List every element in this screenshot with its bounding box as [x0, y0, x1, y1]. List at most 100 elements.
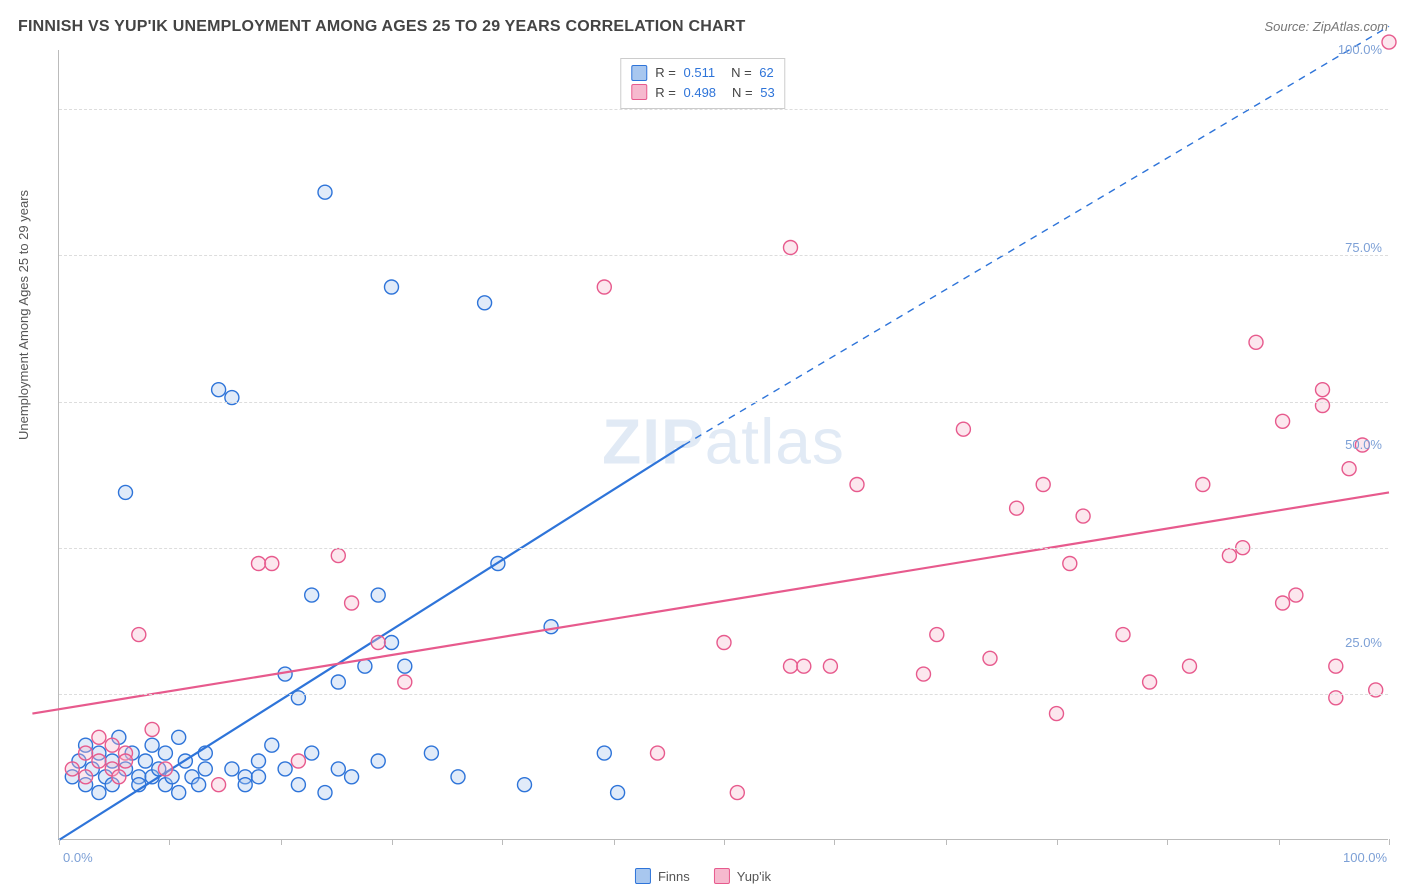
scatter-svg — [59, 50, 1388, 839]
legend-correlation-row: R = 0.511 N = 62 — [631, 63, 774, 83]
data-point — [1116, 628, 1130, 642]
data-point — [172, 786, 186, 800]
legend-swatch — [635, 868, 651, 884]
source-label: Source: ZipAtlas.com — [1264, 19, 1388, 34]
data-point — [198, 762, 212, 776]
legend-series-item: Yup'ik — [714, 868, 771, 884]
data-point — [212, 383, 226, 397]
legend-correlation-row: R = 0.498 N = 53 — [631, 83, 774, 103]
data-point — [797, 659, 811, 673]
gridline — [59, 694, 1388, 695]
data-point — [252, 770, 266, 784]
data-point — [850, 478, 864, 492]
data-point — [145, 738, 159, 752]
legend-n: N = 53 — [732, 83, 775, 103]
data-point — [92, 730, 106, 744]
data-point — [265, 738, 279, 752]
data-point — [172, 730, 186, 744]
gridline — [59, 109, 1388, 110]
data-point — [1050, 707, 1064, 721]
data-point — [138, 754, 152, 768]
x-tick — [946, 839, 947, 845]
gridline — [59, 402, 1388, 403]
legend-swatch — [631, 84, 647, 100]
data-point — [112, 770, 126, 784]
data-point — [371, 588, 385, 602]
data-point — [265, 557, 279, 571]
data-point — [225, 762, 239, 776]
gridline — [59, 255, 1388, 256]
data-point — [385, 636, 399, 650]
data-point — [518, 778, 532, 792]
chart-title: FINNISH VS YUP'IK UNEMPLOYMENT AMONG AGE… — [18, 18, 745, 36]
data-point — [238, 778, 252, 792]
x-tick-label: 100.0% — [1343, 850, 1387, 865]
legend-r: R = 0.498 — [655, 83, 716, 103]
x-tick — [281, 839, 282, 845]
data-point — [291, 754, 305, 768]
data-point — [1316, 383, 1330, 397]
data-point — [1183, 659, 1197, 673]
trend-line-extrapolated — [684, 26, 1389, 445]
data-point — [1289, 588, 1303, 602]
legend-n: N = 62 — [731, 63, 774, 83]
data-point — [823, 659, 837, 673]
data-point — [345, 596, 359, 610]
data-point — [192, 778, 206, 792]
data-point — [371, 636, 385, 650]
data-point — [119, 485, 133, 499]
y-tick-label: 75.0% — [1322, 240, 1382, 255]
data-point — [730, 786, 744, 800]
x-tick — [1279, 839, 1280, 845]
series-legend: Finns Yup'ik — [635, 868, 771, 884]
data-point — [1010, 501, 1024, 515]
x-tick — [392, 839, 393, 845]
legend-series-label: Yup'ik — [737, 869, 771, 884]
data-point — [1196, 478, 1210, 492]
data-point — [158, 746, 172, 760]
data-point — [318, 786, 332, 800]
x-tick-label: 0.0% — [63, 850, 93, 865]
data-point — [318, 185, 332, 199]
data-point — [79, 770, 93, 784]
data-point — [1143, 675, 1157, 689]
y-tick-label: 100.0% — [1322, 42, 1382, 57]
data-point — [331, 675, 345, 689]
y-tick-label: 25.0% — [1322, 635, 1382, 650]
legend-series-label: Finns — [658, 869, 690, 884]
data-point — [331, 762, 345, 776]
data-point — [544, 620, 558, 634]
legend-r: R = 0.511 — [655, 63, 715, 83]
data-point — [784, 659, 798, 673]
correlation-legend: R = 0.511 N = 62 R = 0.498 N = 53 — [620, 58, 785, 109]
data-point — [651, 746, 665, 760]
data-point — [158, 762, 172, 776]
data-point — [930, 628, 944, 642]
data-point — [145, 722, 159, 736]
x-tick — [1389, 839, 1390, 845]
data-point — [252, 557, 266, 571]
data-point — [385, 280, 399, 294]
data-point — [611, 786, 625, 800]
data-point — [65, 762, 79, 776]
data-point — [212, 778, 226, 792]
data-point — [717, 636, 731, 650]
data-point — [305, 746, 319, 760]
x-tick — [59, 839, 60, 845]
data-point — [1382, 35, 1396, 49]
y-tick-label: 50.0% — [1322, 437, 1382, 452]
x-tick — [169, 839, 170, 845]
data-point — [1076, 509, 1090, 523]
data-point — [252, 754, 266, 768]
data-point — [119, 754, 133, 768]
data-point — [983, 651, 997, 665]
legend-swatch — [631, 65, 647, 81]
data-point — [917, 667, 931, 681]
y-axis-title: Unemployment Among Ages 25 to 29 years — [16, 190, 31, 440]
x-tick — [834, 839, 835, 845]
data-point — [398, 675, 412, 689]
data-point — [1276, 596, 1290, 610]
data-point — [1276, 414, 1290, 428]
data-point — [345, 770, 359, 784]
data-point — [358, 659, 372, 673]
